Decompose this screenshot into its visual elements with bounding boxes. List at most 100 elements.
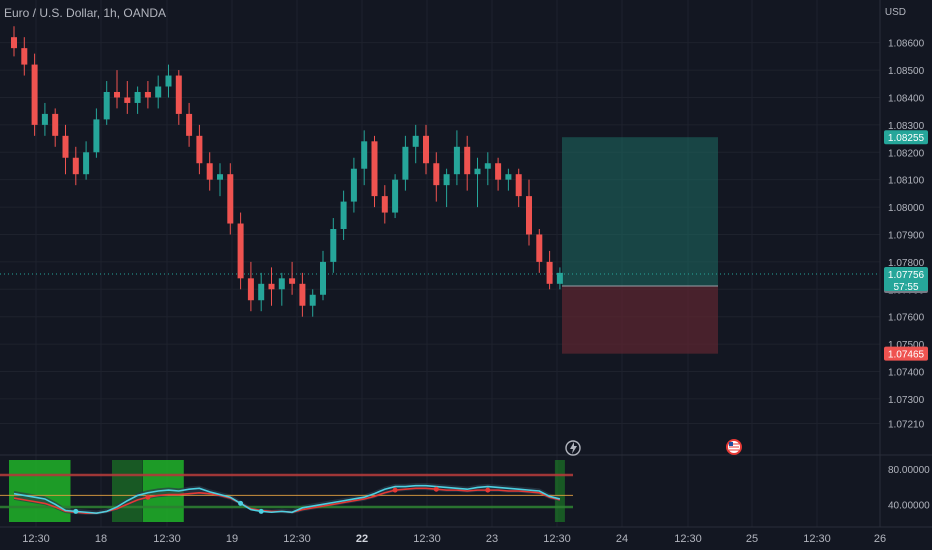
indicator-zone	[112, 460, 143, 522]
indicator-tick-label: 40.00000	[888, 500, 930, 511]
candle-body	[41, 113, 48, 125]
candle-body	[258, 283, 265, 301]
indicator-cloud	[14, 483, 560, 515]
candle-body	[453, 146, 460, 175]
time-tick-label: 19	[226, 533, 238, 545]
target-price-label: 1.08255	[888, 133, 925, 144]
candle-body	[21, 48, 28, 65]
candle-body	[495, 163, 502, 180]
time-tick-label: 12:30	[543, 533, 571, 545]
us-flag-icon-canton	[729, 442, 733, 446]
candle-body	[93, 119, 100, 153]
price-tick-label: 1.07800	[888, 258, 925, 269]
price-tick-label: 1.08300	[888, 121, 925, 132]
indicator-dot	[258, 508, 264, 514]
price-tick-label: 1.08600	[888, 39, 925, 50]
candle-body	[371, 141, 378, 197]
candle-body	[114, 91, 120, 98]
candle-body	[526, 196, 532, 235]
lightning-icon[interactable]	[565, 440, 581, 456]
candle-body	[124, 97, 131, 103]
candle-body	[278, 278, 285, 290]
indicator-main-line	[13, 484, 561, 514]
candle-body	[536, 234, 543, 262]
candle-body	[196, 135, 203, 164]
indicator-dot	[433, 486, 439, 492]
candle-body	[165, 75, 172, 87]
candle-body	[484, 163, 491, 169]
candle-body	[237, 223, 244, 279]
candle-body	[103, 91, 110, 120]
candle-body	[505, 174, 512, 180]
symbol-title[interactable]: Euro / U.S. Dollar, 1h, OANDA	[4, 6, 167, 20]
price-tick-label: 1.08000	[888, 203, 925, 214]
time-tick-label: 12:30	[283, 533, 311, 545]
candle-body	[464, 146, 471, 175]
current-price-label: 1.07756	[888, 270, 925, 281]
time-tick-label: 22	[356, 533, 368, 545]
candle-body	[361, 141, 368, 169]
indicator-dot	[485, 487, 491, 493]
current-price-label-countdown: 57:55	[893, 282, 918, 293]
time-tick-label: 12:30	[803, 533, 831, 545]
price-tick-label: 1.08400	[888, 93, 925, 104]
candle-body	[433, 163, 440, 186]
candle-body	[320, 261, 326, 295]
candle-body	[175, 75, 182, 114]
candle-body	[515, 174, 522, 197]
candle-body	[381, 196, 388, 213]
candle-body	[217, 174, 223, 180]
candle-body	[309, 294, 316, 306]
position-stop-zone[interactable]	[562, 285, 718, 354]
time-tick-label: 24	[616, 533, 628, 545]
candle-body	[289, 278, 296, 284]
candle-body	[402, 146, 409, 180]
candle-body	[206, 163, 213, 180]
time-tick-label: 12:30	[674, 533, 702, 545]
candle-body	[144, 91, 151, 98]
candle-body	[556, 272, 563, 284]
time-tick-label: 12:30	[22, 533, 50, 545]
candle-body	[134, 91, 141, 103]
price-tick-label: 1.08500	[888, 66, 925, 77]
indicator-dot	[392, 487, 398, 493]
indicator-zone	[9, 460, 71, 522]
indicator-dot	[145, 494, 151, 500]
candle-body	[423, 135, 429, 164]
indicator-dot	[238, 500, 244, 506]
indicator-tick-label: 80.00000	[888, 465, 930, 476]
candle-body	[299, 283, 306, 306]
target-price-label-box	[884, 130, 928, 145]
lightning-icon-glyph	[570, 442, 577, 454]
price-tick-label: 1.07210	[888, 420, 925, 431]
candle-body	[474, 168, 481, 175]
candle-body	[546, 261, 553, 284]
price-tick-label: 1.08100	[888, 176, 925, 187]
candle-body	[443, 174, 450, 186]
current-price-label-box	[884, 266, 928, 291]
candle-body	[72, 157, 79, 175]
candle-body	[330, 229, 337, 262]
time-tick-label: 26	[874, 533, 886, 545]
time-tick-label: 18	[95, 533, 107, 545]
position-target-zone[interactable]	[562, 137, 718, 286]
candle-body	[31, 64, 38, 125]
price-tick-label: 1.07400	[888, 367, 925, 378]
candle-body	[412, 135, 419, 147]
candle-body	[155, 86, 162, 98]
stop-price-label-box	[884, 346, 928, 361]
price-tick-label: 1.08200	[888, 148, 925, 159]
candle-body	[340, 201, 347, 229]
time-tick-label: 23	[486, 533, 498, 545]
candle-body	[247, 278, 254, 301]
candle-body	[350, 168, 357, 202]
candle-body	[268, 283, 275, 290]
candle-body	[52, 113, 59, 136]
candle-body	[186, 113, 193, 136]
candle-body	[83, 152, 90, 175]
candle-body	[392, 179, 399, 213]
indicator-dot	[73, 508, 79, 514]
candle-body	[62, 135, 69, 158]
